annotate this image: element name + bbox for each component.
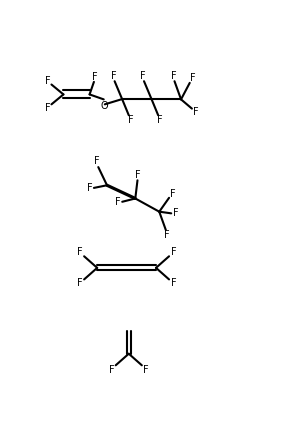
Text: F: F [92,72,98,82]
Text: F: F [171,248,176,257]
Text: F: F [164,230,170,241]
Text: F: F [115,197,121,208]
Text: F: F [135,170,141,180]
Text: F: F [140,71,146,81]
Text: F: F [45,76,51,86]
Text: F: F [157,115,163,125]
Text: F: F [77,248,83,257]
Text: F: F [143,365,149,375]
Text: F: F [108,365,114,375]
Text: F: F [94,157,99,166]
Text: F: F [171,278,176,288]
Text: F: F [193,107,198,117]
Text: F: F [87,183,92,193]
Text: F: F [190,73,195,83]
Text: O: O [100,101,108,111]
Text: F: F [128,115,133,125]
Text: F: F [173,208,178,218]
Text: F: F [111,71,116,81]
Text: F: F [45,103,51,113]
Text: F: F [171,71,176,81]
Text: F: F [77,278,83,288]
Text: F: F [169,188,175,199]
